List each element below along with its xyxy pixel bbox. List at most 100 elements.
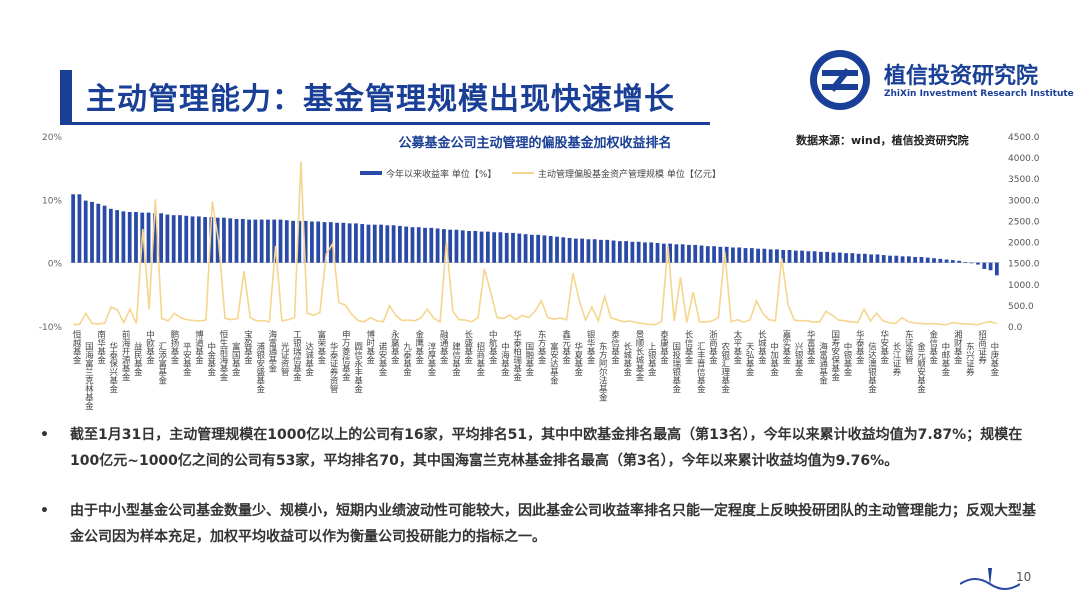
bar [548, 236, 553, 263]
bar [580, 238, 585, 263]
bar [775, 249, 779, 263]
bar [203, 217, 207, 263]
x-tick-label: 恒越基金 [71, 329, 81, 364]
y-right-tick: 1000.0 [1008, 281, 1040, 291]
bar [127, 212, 132, 263]
bar [379, 224, 383, 263]
bar [71, 194, 76, 263]
bar [743, 248, 748, 263]
y-right-tick: 1500.0 [1008, 260, 1040, 270]
x-tick-label: 平安基金 [181, 342, 191, 376]
bar [988, 262, 993, 271]
x-tick-label: 长江证券 [891, 341, 901, 377]
x-tick-label: 华泰柏瑞基金 [512, 329, 522, 381]
bar [699, 245, 704, 263]
x-tick-label: 泰康基金 [659, 329, 669, 364]
bullet-text-1: 截至1月31日，主动管理规模在1000亿以上的公司有16家，平均排名51，其中中… [70, 427, 1023, 469]
x-tick-label: 金元顺安基金 [916, 341, 926, 393]
x-tick-label: 光证资管 [279, 341, 289, 377]
bar [900, 256, 905, 263]
bar [674, 244, 679, 263]
bar [460, 230, 465, 263]
bar [781, 250, 786, 263]
bar [316, 221, 321, 263]
x-tick-label: 中金基金 [206, 341, 216, 376]
bar [485, 231, 490, 263]
bar [479, 231, 484, 263]
x-tick-label: 宝盈基金 [242, 329, 252, 364]
bar [259, 219, 264, 263]
bar [737, 247, 742, 263]
bar [96, 203, 101, 263]
bar [253, 219, 258, 263]
bar [366, 224, 371, 263]
x-tick-label: 工银瑞信基金 [291, 330, 301, 381]
bar [240, 218, 245, 263]
ranking-chart: 公募基金公司主动管理的偏股基金加权收益排名 20% 10% 0% -10% 4500.0 4… [39, 133, 1040, 410]
x-tick-label: 国投瑞银基金 [671, 342, 681, 393]
x-tick-label: 汇添富基金 [157, 342, 167, 385]
bar [398, 225, 402, 263]
bar [825, 251, 830, 263]
x-tick-label: 申万菱信基金 [340, 329, 350, 381]
bar [712, 246, 716, 263]
bar [963, 262, 968, 263]
x-tick-label: 招商基金 [475, 341, 485, 376]
x-tick-label: 南华基金 [96, 329, 106, 364]
bar [680, 244, 685, 263]
x-tick-label: 融通基金 [438, 329, 448, 364]
bar [768, 249, 773, 263]
y-left-tick: -10% [39, 323, 63, 333]
bar [115, 210, 120, 263]
bar [555, 236, 559, 263]
bar [844, 253, 848, 263]
x-tick-label: 富安达基金 [548, 341, 558, 384]
x-tick-label: 建信基金 [451, 341, 461, 376]
x-tick-label: 华富基金 [805, 329, 815, 364]
bar [705, 246, 710, 263]
y-right-tick: 4500.0 [1008, 133, 1040, 143]
chart-title: 公募基金公司主动管理的偏股基金加权收益排名 [398, 135, 671, 150]
y-left-tick: 20% [42, 133, 62, 143]
bar [410, 227, 415, 263]
bar [950, 260, 955, 263]
bar [171, 215, 176, 263]
bar [222, 217, 226, 263]
x-tick-label: 银华基金 [585, 329, 595, 364]
x-tick-label: 国海富兰克林基金 [83, 342, 93, 410]
y-right-tick: 500.0 [1008, 302, 1034, 312]
x-tick-label: 长盛基金 [463, 329, 473, 364]
x-tick-label: 浦银安盛基金 [255, 341, 265, 393]
bar [850, 253, 855, 263]
bar [360, 224, 365, 263]
bar [731, 247, 735, 263]
bar [969, 262, 974, 264]
x-tick-label: 九泰基金 [402, 342, 412, 376]
page-number: 10 [1016, 570, 1032, 584]
x-tick-label: 淳厚基金 [426, 341, 436, 376]
bar [297, 220, 302, 263]
bar [152, 213, 157, 263]
bar [429, 227, 434, 263]
bar [787, 250, 792, 263]
bar [423, 227, 427, 263]
bullet-dot: • [40, 427, 49, 443]
x-tick-label: 长城基金 [622, 341, 632, 376]
x-tick-label: 农银汇理基金 [720, 341, 730, 393]
bar [718, 246, 723, 263]
bar [278, 219, 283, 263]
x-tick-label: 东方阿尔法基金 [597, 341, 607, 401]
bar [599, 239, 603, 263]
bar [611, 240, 616, 263]
zhixin-logo-icon [810, 50, 870, 110]
aum-line [73, 161, 998, 326]
x-tick-label: 泰信基金 [610, 329, 620, 364]
bar [473, 231, 478, 263]
bar [800, 250, 804, 263]
x-tick-label: 嘉实基金 [781, 329, 791, 364]
x-tick-label: 太平基金 [732, 329, 742, 364]
bar [310, 221, 314, 263]
bar [617, 241, 622, 263]
bar [134, 212, 138, 263]
bar [567, 237, 572, 263]
